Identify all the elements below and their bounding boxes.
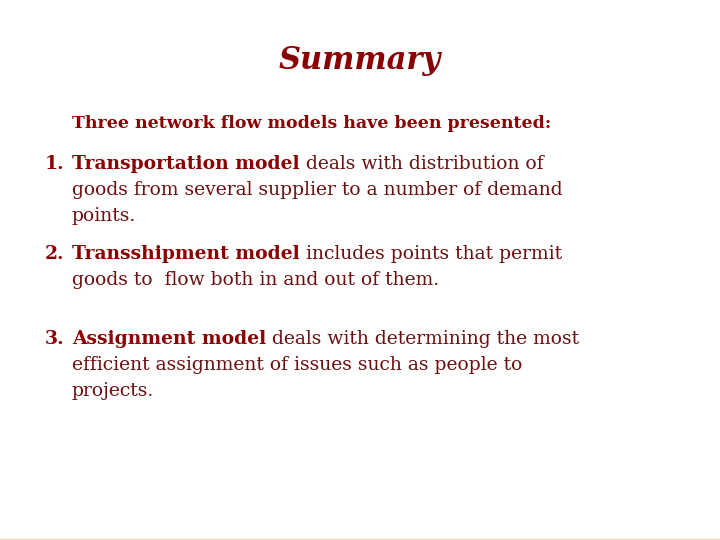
Text: deals with determining the most: deals with determining the most xyxy=(266,330,580,348)
Text: Assignment model: Assignment model xyxy=(72,330,266,348)
Text: 3.: 3. xyxy=(45,330,65,348)
Text: points.: points. xyxy=(72,207,136,225)
Text: Summary: Summary xyxy=(279,45,441,76)
Text: efficient assignment of issues such as people to: efficient assignment of issues such as p… xyxy=(72,356,523,374)
Text: deals with distribution of: deals with distribution of xyxy=(300,155,544,173)
Text: Three network flow models have been presented:: Three network flow models have been pres… xyxy=(72,115,552,132)
Text: 2.: 2. xyxy=(45,245,65,263)
Text: includes points that permit: includes points that permit xyxy=(300,245,562,263)
Text: projects.: projects. xyxy=(72,382,154,400)
Text: Transshipment model: Transshipment model xyxy=(72,245,300,263)
Text: goods to  flow both in and out of them.: goods to flow both in and out of them. xyxy=(72,271,439,289)
Text: goods from several supplier to a number of demand: goods from several supplier to a number … xyxy=(72,181,562,199)
Text: 1.: 1. xyxy=(45,155,65,173)
Text: Transportation model: Transportation model xyxy=(72,155,300,173)
